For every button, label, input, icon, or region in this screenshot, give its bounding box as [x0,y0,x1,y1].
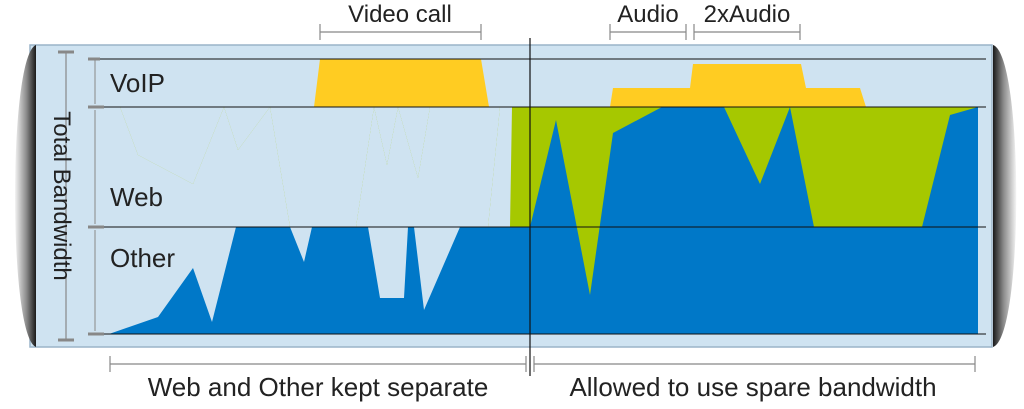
right-caption: Allowed to use spare bandwidth [569,372,936,402]
audio-label: Audio [617,1,678,28]
voip-label: VoIP [110,68,165,98]
right-caption-bracket [533,356,976,372]
pipe-right-cap [993,45,1017,347]
audio-voip-area [610,64,866,107]
other-area-left [109,227,530,334]
left-caption-bracket [109,356,527,372]
two-x-audio-bracket [693,24,801,40]
web-gap-left-1 [109,107,290,227]
video-call-label: Video call [348,1,452,28]
two-x-audio-label: 2xAudio [704,1,791,28]
left-caption: Web and Other kept separate [148,372,489,402]
total-bandwidth-label: Total Bandwidth [48,111,75,280]
video-call-voip-area [314,59,489,107]
web-gap-left-2 [356,107,500,227]
web-area-right [530,107,662,295]
other-label: Other [110,243,175,273]
audio-bracket [609,24,687,40]
pipe-left-cap [15,45,36,347]
video-call-bracket [319,24,482,40]
web-area-right-2 [724,107,978,227]
web-label: Web [110,182,163,212]
